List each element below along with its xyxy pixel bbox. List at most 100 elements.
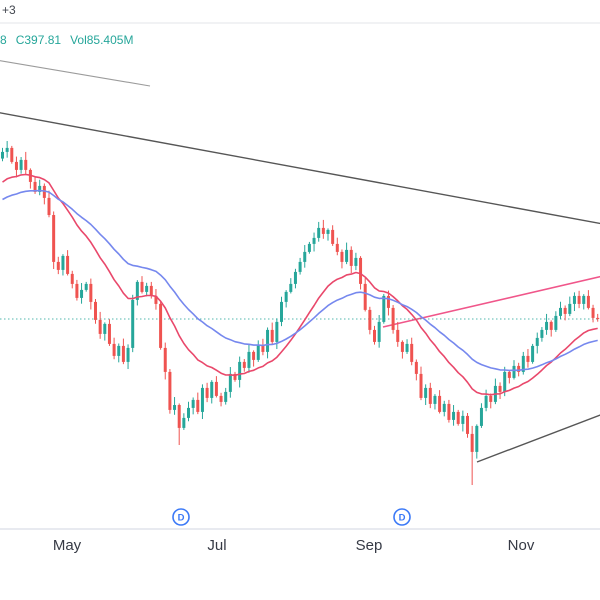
candle — [312, 232, 316, 252]
candle — [428, 382, 432, 409]
candle — [433, 394, 437, 410]
symbol-info-truncated: +3 — [2, 3, 16, 17]
candle — [489, 393, 493, 409]
candle — [14, 156, 18, 178]
candle — [266, 327, 270, 359]
candle — [563, 305, 567, 321]
candle — [52, 211, 56, 270]
candle — [121, 338, 125, 365]
candle — [456, 409, 460, 426]
candle — [368, 306, 372, 335]
candle — [19, 157, 23, 174]
candle — [447, 399, 451, 423]
candle — [5, 141, 9, 158]
month-label-may: May — [52, 537, 82, 554]
candle — [340, 249, 344, 269]
topbar-divider — [0, 22, 600, 24]
candle — [228, 367, 232, 398]
ohlc-volume-readout: 8 C397.81 Vol85.405M — [0, 33, 142, 47]
candle — [112, 337, 116, 360]
candle — [117, 343, 121, 363]
candle — [224, 387, 228, 405]
candle — [66, 250, 70, 276]
candle — [354, 252, 358, 271]
candle — [466, 413, 469, 438]
ma-fast-line — [2, 173, 598, 396]
candle — [582, 294, 586, 310]
candle — [331, 225, 335, 246]
candle — [586, 290, 590, 310]
candle — [405, 339, 409, 354]
candle — [75, 279, 79, 301]
candle — [214, 376, 218, 398]
candle — [442, 400, 446, 417]
candle — [461, 410, 465, 432]
candle — [28, 168, 32, 189]
candle — [200, 384, 204, 420]
candle — [131, 294, 135, 353]
candle — [298, 257, 302, 275]
candle — [238, 356, 242, 388]
candle — [396, 321, 400, 347]
candle — [559, 301, 562, 320]
candle — [89, 278, 93, 310]
candle — [293, 268, 297, 289]
candle — [187, 401, 190, 422]
candle — [377, 315, 381, 348]
candlestick-series — [1, 141, 600, 486]
month-label-sep: Sep — [355, 537, 383, 554]
candle — [140, 276, 144, 294]
dividend-marker[interactable]: D — [172, 508, 190, 526]
candle — [56, 256, 60, 275]
ohlc-partial-value: 8 — [0, 33, 7, 47]
candle — [438, 390, 442, 414]
candle — [38, 179, 42, 196]
candle — [531, 343, 535, 364]
candle — [80, 283, 84, 304]
time-axis[interactable]: May Jul Sep Nov — [0, 530, 600, 570]
candle — [145, 282, 149, 297]
ma-slow-line — [2, 189, 598, 372]
candle — [391, 305, 395, 334]
ascending-support-line[interactable] — [476, 414, 600, 463]
candle — [493, 378, 497, 405]
candle — [400, 340, 404, 359]
candle — [479, 403, 483, 428]
candle — [545, 313, 549, 335]
candle — [498, 382, 502, 400]
candle — [135, 280, 139, 306]
candle — [196, 392, 200, 415]
candle — [596, 313, 600, 322]
candle — [163, 342, 167, 380]
candle — [549, 320, 553, 337]
candle — [535, 332, 539, 354]
candle — [572, 292, 576, 312]
candle — [182, 413, 186, 430]
candle — [526, 349, 530, 368]
candle — [168, 369, 172, 414]
candle — [270, 322, 274, 345]
candle — [252, 350, 256, 367]
descending-trendline[interactable] — [0, 111, 600, 225]
candle — [261, 338, 265, 356]
candle — [345, 242, 349, 265]
candle — [242, 359, 246, 372]
candle — [321, 219, 325, 239]
candle — [470, 425, 474, 486]
dividend-marker[interactable]: D — [393, 508, 411, 526]
rising-pink-trendline[interactable] — [382, 275, 600, 328]
candle — [61, 254, 65, 276]
candle — [419, 366, 423, 401]
upper-channel-segment[interactable] — [0, 59, 151, 87]
dividend-marker-label: D — [178, 512, 185, 523]
month-label-jul: Jul — [207, 537, 227, 554]
candle — [317, 221, 321, 242]
candle — [205, 382, 209, 403]
candle — [475, 424, 479, 459]
candle — [24, 151, 28, 175]
candle — [284, 290, 288, 308]
candle — [1, 147, 4, 162]
candle — [94, 299, 97, 324]
close-value: C397.81 — [15, 33, 62, 47]
